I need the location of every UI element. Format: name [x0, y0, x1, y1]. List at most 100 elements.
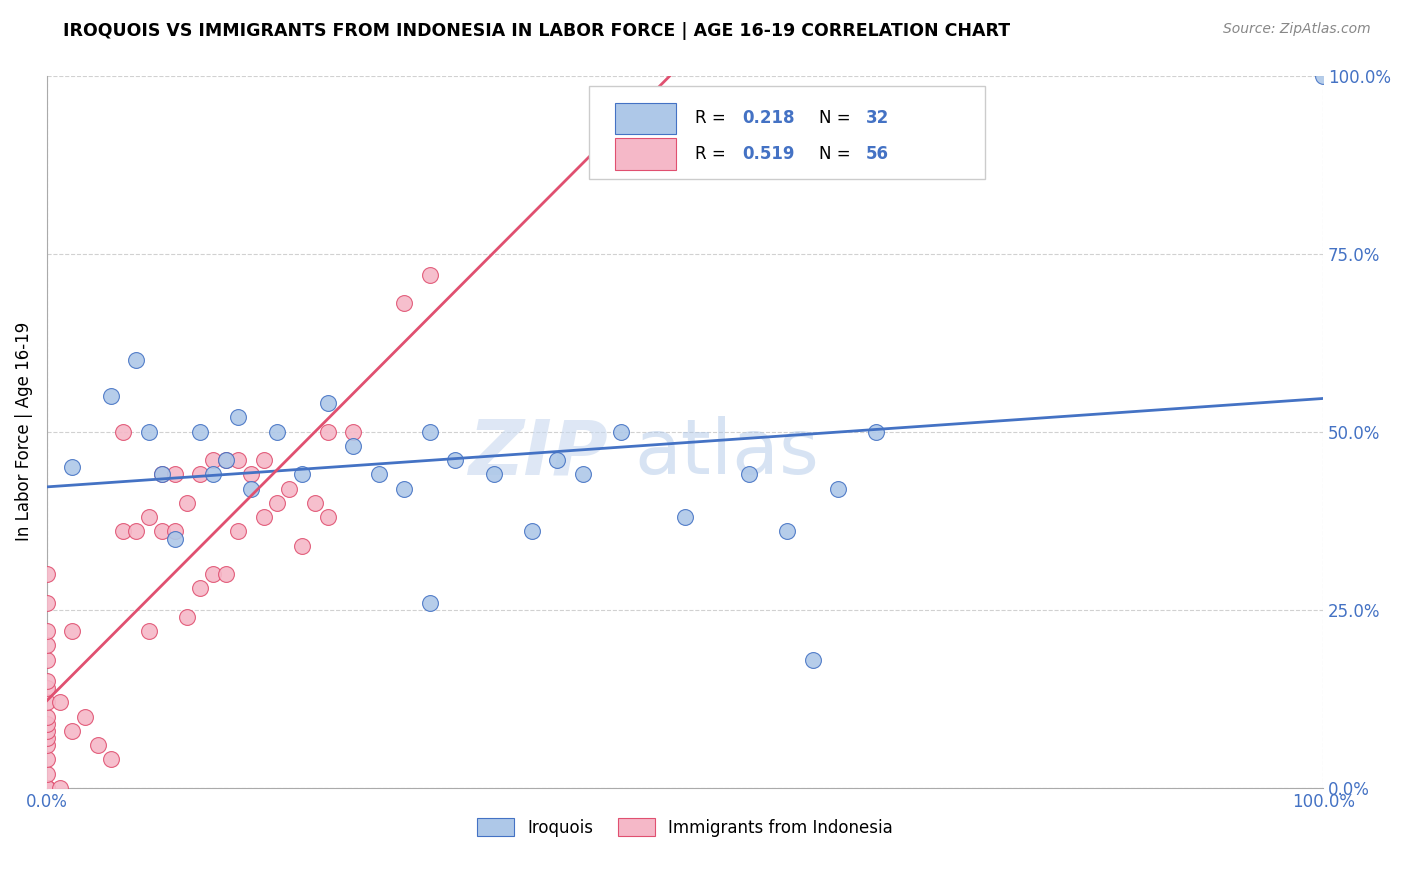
- Point: [150, 467, 173, 482]
- Point: [163, 532, 186, 546]
- Point: [35, 673, 58, 688]
- Text: 0.218: 0.218: [742, 109, 794, 128]
- Point: [419, 425, 441, 439]
- Point: [201, 453, 224, 467]
- Text: 56: 56: [866, 145, 889, 163]
- Point: [100, 752, 122, 766]
- Text: ZIP: ZIP: [468, 416, 609, 490]
- Point: [776, 524, 799, 539]
- Text: 32: 32: [866, 109, 890, 128]
- Point: [316, 510, 339, 524]
- FancyBboxPatch shape: [589, 87, 986, 178]
- Point: [342, 439, 364, 453]
- Point: [367, 467, 389, 482]
- Point: [304, 496, 326, 510]
- Point: [35, 780, 58, 795]
- Point: [610, 425, 633, 439]
- Y-axis label: In Labor Force | Age 16-19: In Labor Force | Age 16-19: [15, 322, 32, 541]
- Point: [419, 268, 441, 282]
- Point: [138, 510, 160, 524]
- Point: [35, 695, 58, 709]
- Point: [253, 510, 276, 524]
- Point: [214, 453, 236, 467]
- Point: [35, 780, 58, 795]
- Point: [394, 296, 416, 310]
- Point: [228, 410, 250, 425]
- Point: [112, 425, 135, 439]
- Point: [35, 752, 58, 766]
- Point: [291, 539, 314, 553]
- Text: N =: N =: [820, 145, 856, 163]
- Legend: Iroquois, Immigrants from Indonesia: Iroquois, Immigrants from Indonesia: [471, 812, 900, 844]
- Point: [201, 567, 224, 582]
- Point: [228, 453, 250, 467]
- Point: [35, 567, 58, 582]
- Point: [35, 709, 58, 723]
- Point: [176, 496, 198, 510]
- Point: [35, 624, 58, 639]
- Point: [801, 652, 824, 666]
- Point: [673, 510, 696, 524]
- Point: [48, 695, 70, 709]
- Point: [240, 467, 263, 482]
- Point: [163, 467, 186, 482]
- Point: [572, 467, 595, 482]
- Point: [35, 780, 58, 795]
- Point: [214, 453, 236, 467]
- Point: [342, 425, 364, 439]
- Point: [62, 460, 84, 475]
- Point: [150, 467, 173, 482]
- Point: [188, 425, 211, 439]
- Point: [87, 738, 110, 752]
- Point: [75, 709, 97, 723]
- Point: [48, 780, 70, 795]
- Point: [35, 652, 58, 666]
- Point: [266, 425, 288, 439]
- Point: [482, 467, 505, 482]
- Point: [394, 482, 416, 496]
- Bar: [614, 138, 676, 169]
- Point: [316, 425, 339, 439]
- Point: [35, 723, 58, 738]
- Point: [138, 624, 160, 639]
- Text: IROQUOIS VS IMMIGRANTS FROM INDONESIA IN LABOR FORCE | AGE 16-19 CORRELATION CHA: IROQUOIS VS IMMIGRANTS FROM INDONESIA IN…: [63, 22, 1011, 40]
- Point: [35, 716, 58, 731]
- Point: [738, 467, 761, 482]
- Point: [214, 567, 236, 582]
- Point: [138, 425, 160, 439]
- Point: [188, 582, 211, 596]
- Bar: [614, 103, 676, 134]
- Text: Source: ZipAtlas.com: Source: ZipAtlas.com: [1223, 22, 1371, 37]
- Point: [201, 467, 224, 482]
- Point: [520, 524, 543, 539]
- Point: [865, 425, 887, 439]
- Point: [35, 596, 58, 610]
- Point: [176, 610, 198, 624]
- Point: [125, 524, 148, 539]
- Point: [62, 723, 84, 738]
- Text: 0.519: 0.519: [742, 145, 794, 163]
- Text: atlas: atlas: [634, 416, 818, 490]
- Point: [266, 496, 288, 510]
- Point: [100, 389, 122, 403]
- Point: [253, 453, 276, 467]
- Text: N =: N =: [820, 109, 856, 128]
- Point: [35, 738, 58, 752]
- Point: [546, 453, 568, 467]
- Point: [35, 639, 58, 653]
- Point: [35, 766, 58, 780]
- Text: R =: R =: [695, 145, 731, 163]
- Point: [188, 467, 211, 482]
- Point: [1312, 69, 1334, 83]
- Point: [228, 524, 250, 539]
- Point: [316, 396, 339, 410]
- Point: [62, 624, 84, 639]
- Point: [278, 482, 301, 496]
- Point: [125, 353, 148, 368]
- Point: [291, 467, 314, 482]
- Point: [35, 731, 58, 745]
- Point: [444, 453, 467, 467]
- Point: [419, 596, 441, 610]
- Point: [35, 681, 58, 695]
- Point: [163, 524, 186, 539]
